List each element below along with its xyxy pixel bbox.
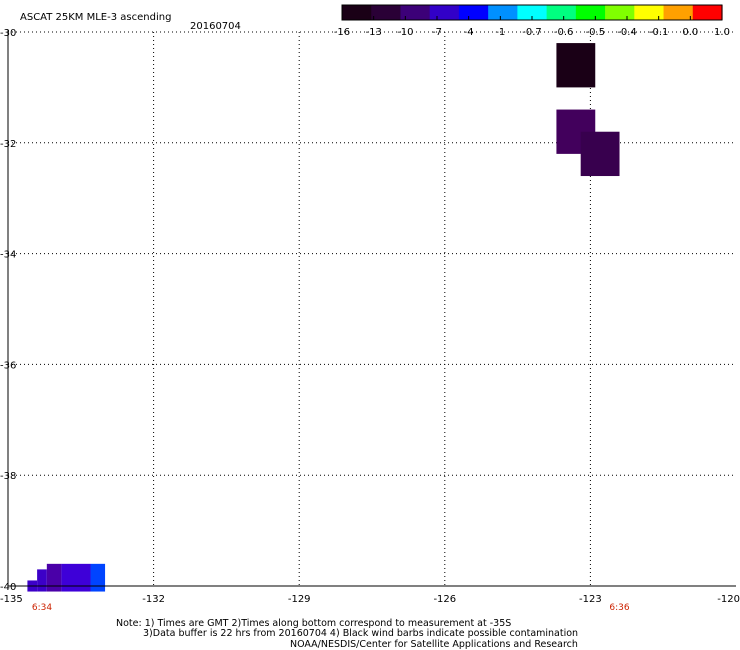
- y-tick-label: -40: [0, 582, 16, 593]
- colorbar-swatch: [400, 5, 431, 20]
- colorbar-swatch: [605, 5, 635, 20]
- colorbar-swatch: [634, 5, 665, 20]
- colorbar-swatch: [663, 5, 694, 20]
- x-tick-label: -123: [579, 594, 602, 605]
- grid-lines: [8, 31, 736, 586]
- x-tick-label: -132: [142, 594, 165, 605]
- note-line-1: Note: 1) Times are GMT 2)Times along bot…: [116, 618, 511, 629]
- colorbar-swatch: [488, 5, 518, 20]
- tick-labels: -135 -132 -129 -126 -123 -120 -30 -32 -34 -36 -38 -…: [0, 28, 740, 605]
- colorbar-label: -0.4: [617, 27, 637, 38]
- y-tick-label: -30: [0, 28, 16, 39]
- colorbar-label: -0.1: [649, 27, 669, 38]
- colorbar-swatch: [517, 5, 548, 20]
- colorbar-swatch: [371, 5, 402, 20]
- time-labels: 6:34 6:36: [32, 603, 630, 613]
- colorbar-label: -0.6: [554, 27, 574, 38]
- colorbar-label: -16: [334, 27, 350, 38]
- colorbar-swatch: [575, 5, 606, 20]
- x-tick-label: -126: [433, 594, 456, 605]
- y-tick-label: -34: [0, 250, 16, 261]
- axes: [7, 30, 736, 587]
- colorbar-swatch: [692, 5, 723, 20]
- colorbar-label: -0.5: [586, 27, 606, 38]
- note-line-3: NOAA/NESDIS/Center for Satellite Applica…: [290, 639, 578, 650]
- x-tick-label: -135: [0, 594, 23, 605]
- data-cell: [46, 563, 62, 592]
- x-tick-label: -120: [717, 594, 740, 605]
- chart-date: 20160704: [190, 21, 241, 32]
- colorbar-swatch: [546, 5, 577, 20]
- x-tick-label: -129: [288, 594, 311, 605]
- y-tick-label: -36: [0, 360, 16, 371]
- colorbar-swatch: [458, 5, 489, 20]
- colorbar-label: 1.0: [714, 27, 730, 38]
- time-label: 6:34: [32, 603, 52, 613]
- colorbar-swatch: [429, 5, 460, 20]
- colorbar-label: -13: [365, 27, 381, 38]
- data-cell: [90, 563, 106, 592]
- colorbar-label: 0.0: [682, 27, 698, 38]
- data-cell: [61, 563, 91, 592]
- data-cell: [556, 43, 596, 88]
- colorbar-label: -10: [397, 27, 413, 38]
- colorbar-swatch: [342, 5, 372, 20]
- colorbar: -16 -13 -10 -7 -4 -1 -0.7 -0.6 -0.5 -0.4 -0.1 0.0 1.…: [334, 4, 730, 38]
- data-cells: [27, 43, 620, 592]
- data-cell: [37, 569, 47, 592]
- data-cell: [580, 131, 620, 177]
- time-label: 6:36: [609, 603, 629, 613]
- note-line-2: 3)Data buffer is 22 hrs from 20160704 4)…: [143, 628, 578, 639]
- y-tick-label: -32: [0, 139, 16, 150]
- y-tick-label: -38: [0, 471, 16, 482]
- chart-title: ASCAT 25KM MLE-3 ascending: [20, 12, 171, 23]
